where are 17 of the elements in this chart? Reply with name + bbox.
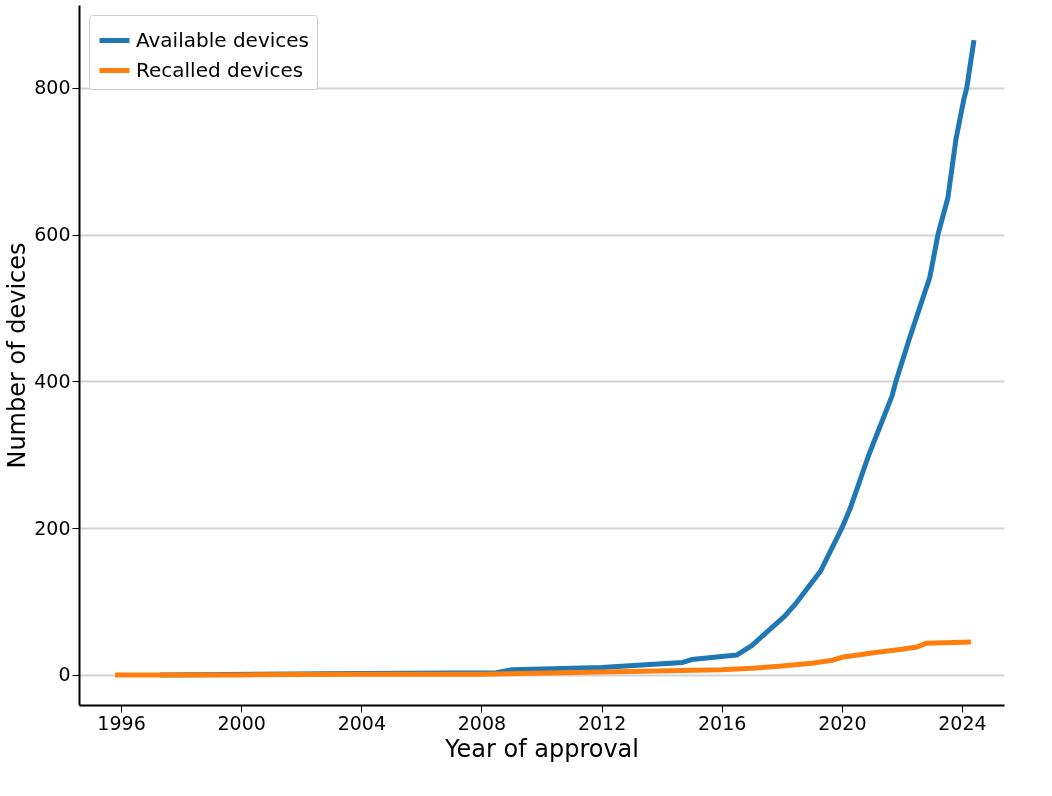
y-tick-label: 800 [34, 76, 71, 99]
x-tick-label: 2012 [577, 711, 627, 734]
x-tick-label: 2024 [938, 711, 987, 734]
x-tick-label: 2008 [457, 711, 507, 734]
x-tick-label: 2000 [217, 711, 266, 734]
y-tick-label: 200 [34, 516, 71, 539]
legend-label: Available devices [136, 27, 309, 52]
y-tick-label: 400 [34, 369, 71, 392]
x-tick-label: 2020 [818, 711, 867, 734]
y-tick-label: 0 [58, 663, 71, 686]
x-tick-label: 1996 [97, 711, 146, 734]
x-tick-label: 2016 [698, 711, 747, 734]
y-axis-title: Number of devices [3, 242, 32, 469]
y-tick-label: 600 [34, 223, 71, 246]
x-tick-label: 2004 [337, 711, 386, 734]
legend-label: Recalled devices [136, 57, 304, 82]
x-axis-title: Year of approval [444, 734, 639, 763]
